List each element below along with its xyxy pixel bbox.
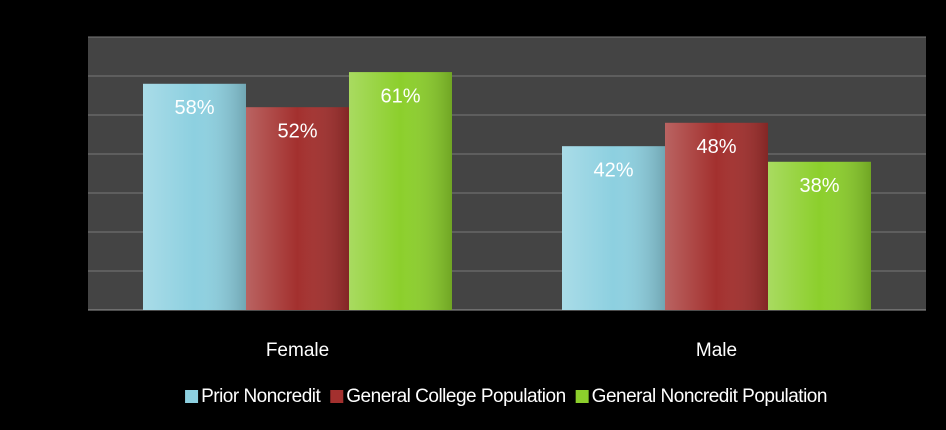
value-label: 52% xyxy=(277,120,317,142)
value-label: 42% xyxy=(593,159,633,181)
bar-shine xyxy=(562,146,665,310)
value-label: 48% xyxy=(696,136,736,158)
bar-shine xyxy=(768,161,871,310)
bar-shine xyxy=(246,107,349,310)
value-label: 61% xyxy=(380,85,420,107)
legend-marker xyxy=(575,390,589,403)
legend-label: General College Population xyxy=(346,386,565,407)
x-tick-label: Female xyxy=(266,340,329,361)
value-label: 58% xyxy=(174,97,214,119)
legend-label: General Noncredit Population xyxy=(592,386,827,407)
bar-shine xyxy=(349,72,452,310)
legend-marker xyxy=(330,390,344,403)
bar-shine xyxy=(665,122,768,310)
value-label: 38% xyxy=(799,175,839,197)
legend-label: Prior Noncredit xyxy=(201,386,321,407)
bar-shine xyxy=(143,83,246,310)
x-tick-label: Male xyxy=(696,340,737,361)
legend-marker xyxy=(185,390,199,403)
